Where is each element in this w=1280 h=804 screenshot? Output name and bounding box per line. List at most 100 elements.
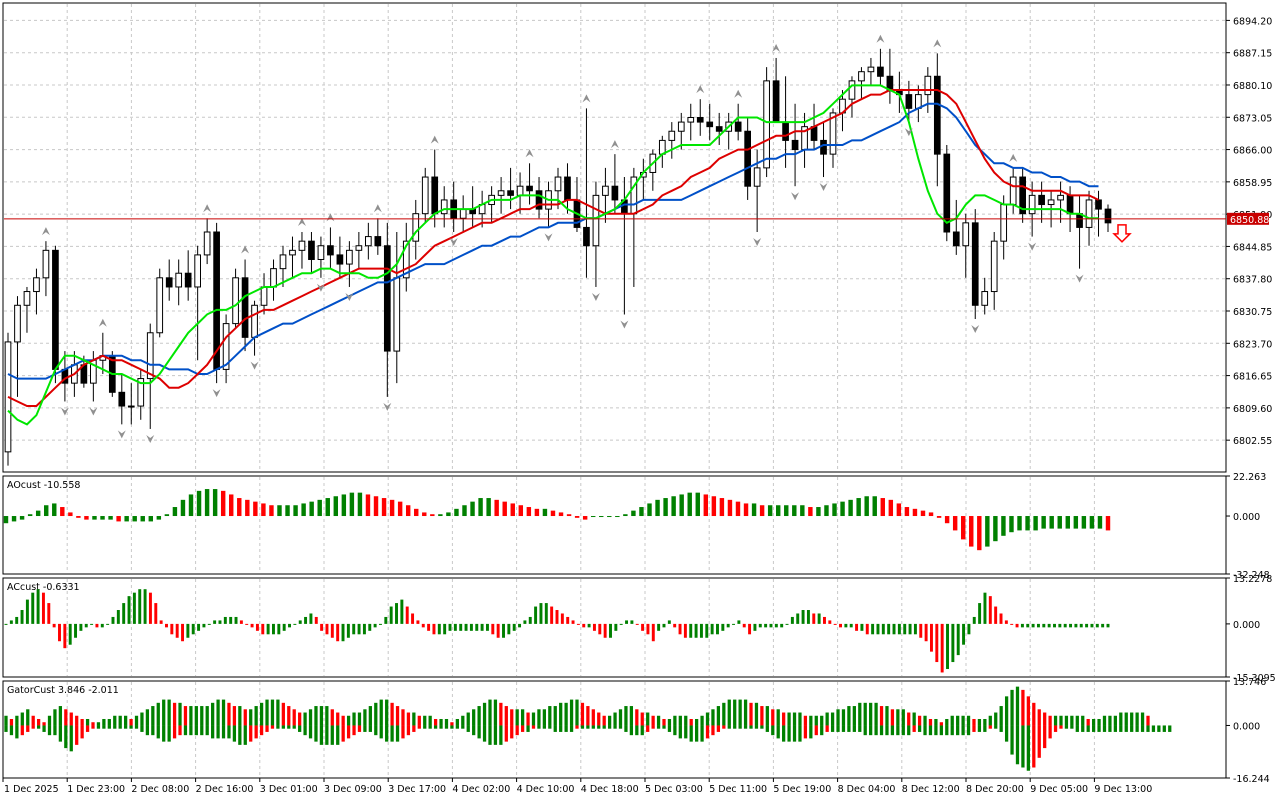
indicator-label: ACcust -0.6331 — [7, 582, 80, 593]
pane-frame-ac — [2, 577, 1227, 678]
candle — [365, 222, 372, 260]
ao-bar — [848, 499, 853, 517]
candle-body — [763, 80, 770, 169]
candle — [289, 236, 296, 278]
gator-upper-bar — [956, 715, 960, 726]
ac-bar — [84, 623, 88, 628]
ac-bar — [860, 623, 864, 631]
ao-bar — [735, 501, 741, 517]
candle-body — [924, 75, 932, 96]
gator-lower-bar — [254, 725, 258, 739]
candle-body — [905, 94, 913, 109]
ac-bar — [159, 620, 163, 624]
gator-upper-bar — [118, 715, 122, 726]
ac-bar — [614, 623, 618, 631]
ao-bar — [993, 516, 998, 542]
ac-bar — [9, 620, 13, 624]
fractal-up-marker — [772, 43, 781, 52]
gator-lower-bar — [907, 725, 911, 736]
gator-upper-bar — [4, 715, 8, 726]
gator-upper-bar — [716, 706, 721, 726]
ac-bar — [817, 613, 821, 624]
gator-lower-bar — [738, 725, 742, 729]
fractal-down-marker — [60, 407, 69, 416]
gator-upper-bar — [1043, 712, 1047, 726]
ao-bar — [639, 507, 644, 517]
candle — [744, 117, 752, 200]
gator-upper-bar — [336, 712, 340, 726]
gator-upper-bar — [26, 709, 30, 726]
candle — [1057, 181, 1064, 223]
candle — [905, 80, 913, 123]
candle — [118, 373, 126, 425]
ac-bar — [742, 623, 746, 628]
candle — [459, 195, 467, 233]
ac-bar — [378, 623, 382, 625]
gator-upper-bar — [537, 709, 541, 726]
gator-lower-bar — [341, 725, 345, 742]
gator-lower-bar — [385, 725, 389, 742]
gator-upper-bar — [1026, 696, 1030, 726]
gator-lower-bar — [276, 725, 280, 729]
candle-body — [962, 222, 970, 247]
ac-bar — [892, 623, 896, 635]
gator-lower-bar — [836, 725, 840, 732]
gator-lower-bar — [1070, 725, 1074, 729]
gator-lower-bar — [1081, 725, 1085, 732]
gator-upper-bar — [907, 712, 911, 726]
gator-lower-bar — [303, 725, 307, 736]
ac-bar — [475, 623, 479, 631]
ac-bar — [1020, 623, 1024, 628]
candle — [535, 177, 543, 219]
ac-bar — [223, 616, 227, 624]
time-axis-label: 4 Dec 02:00 — [452, 784, 510, 795]
gator-upper-bar — [635, 709, 639, 726]
candle — [127, 383, 135, 425]
gator-lower-bar — [651, 725, 655, 729]
ac-bar — [357, 623, 361, 635]
ao-bar — [647, 503, 652, 517]
ac-bar — [341, 623, 345, 642]
ac-bar — [812, 613, 816, 624]
gator-lower-bar — [961, 725, 965, 736]
ao-bar — [1073, 516, 1079, 529]
ao-bar — [373, 496, 379, 517]
gator-lower-bar — [64, 725, 68, 749]
ac-bar — [282, 623, 286, 631]
candle-body — [4, 341, 12, 453]
ao-bar — [494, 499, 499, 517]
gator-lower-bar — [281, 725, 285, 729]
ac-bar — [897, 623, 901, 635]
gator-upper-bar — [298, 712, 302, 726]
candle — [383, 222, 391, 397]
gator-lower-bar — [841, 725, 846, 732]
ao-bar — [454, 508, 459, 517]
ao-bar — [389, 499, 395, 517]
candle-body — [393, 277, 401, 352]
candle — [1104, 204, 1112, 233]
gator-upper-bar — [1010, 689, 1014, 726]
gator-upper-bar — [1053, 715, 1058, 726]
ao-bar — [502, 501, 507, 517]
gator-upper-bar — [575, 699, 579, 726]
gator-upper-bar — [31, 715, 35, 726]
gator-lower-bar — [390, 725, 394, 742]
gator-lower-bar — [814, 725, 818, 736]
gator-lower-bar — [113, 725, 117, 729]
gator-upper-bar — [624, 706, 628, 726]
candle-body — [165, 277, 173, 288]
gator-upper-bar — [292, 709, 296, 726]
ao-bar — [631, 510, 636, 517]
ac-bar — [165, 623, 168, 628]
ac-bar — [336, 623, 340, 642]
gator-upper-bar — [1081, 715, 1085, 726]
ac-bar — [122, 603, 126, 624]
ac-bar — [641, 623, 645, 631]
time-axis-label: 9 Dec 05:00 — [1030, 784, 1088, 795]
gator-lower-bar — [912, 725, 916, 732]
ac-bar — [175, 623, 179, 638]
ac-bar — [427, 623, 431, 631]
gator-lower-bar — [858, 725, 862, 732]
